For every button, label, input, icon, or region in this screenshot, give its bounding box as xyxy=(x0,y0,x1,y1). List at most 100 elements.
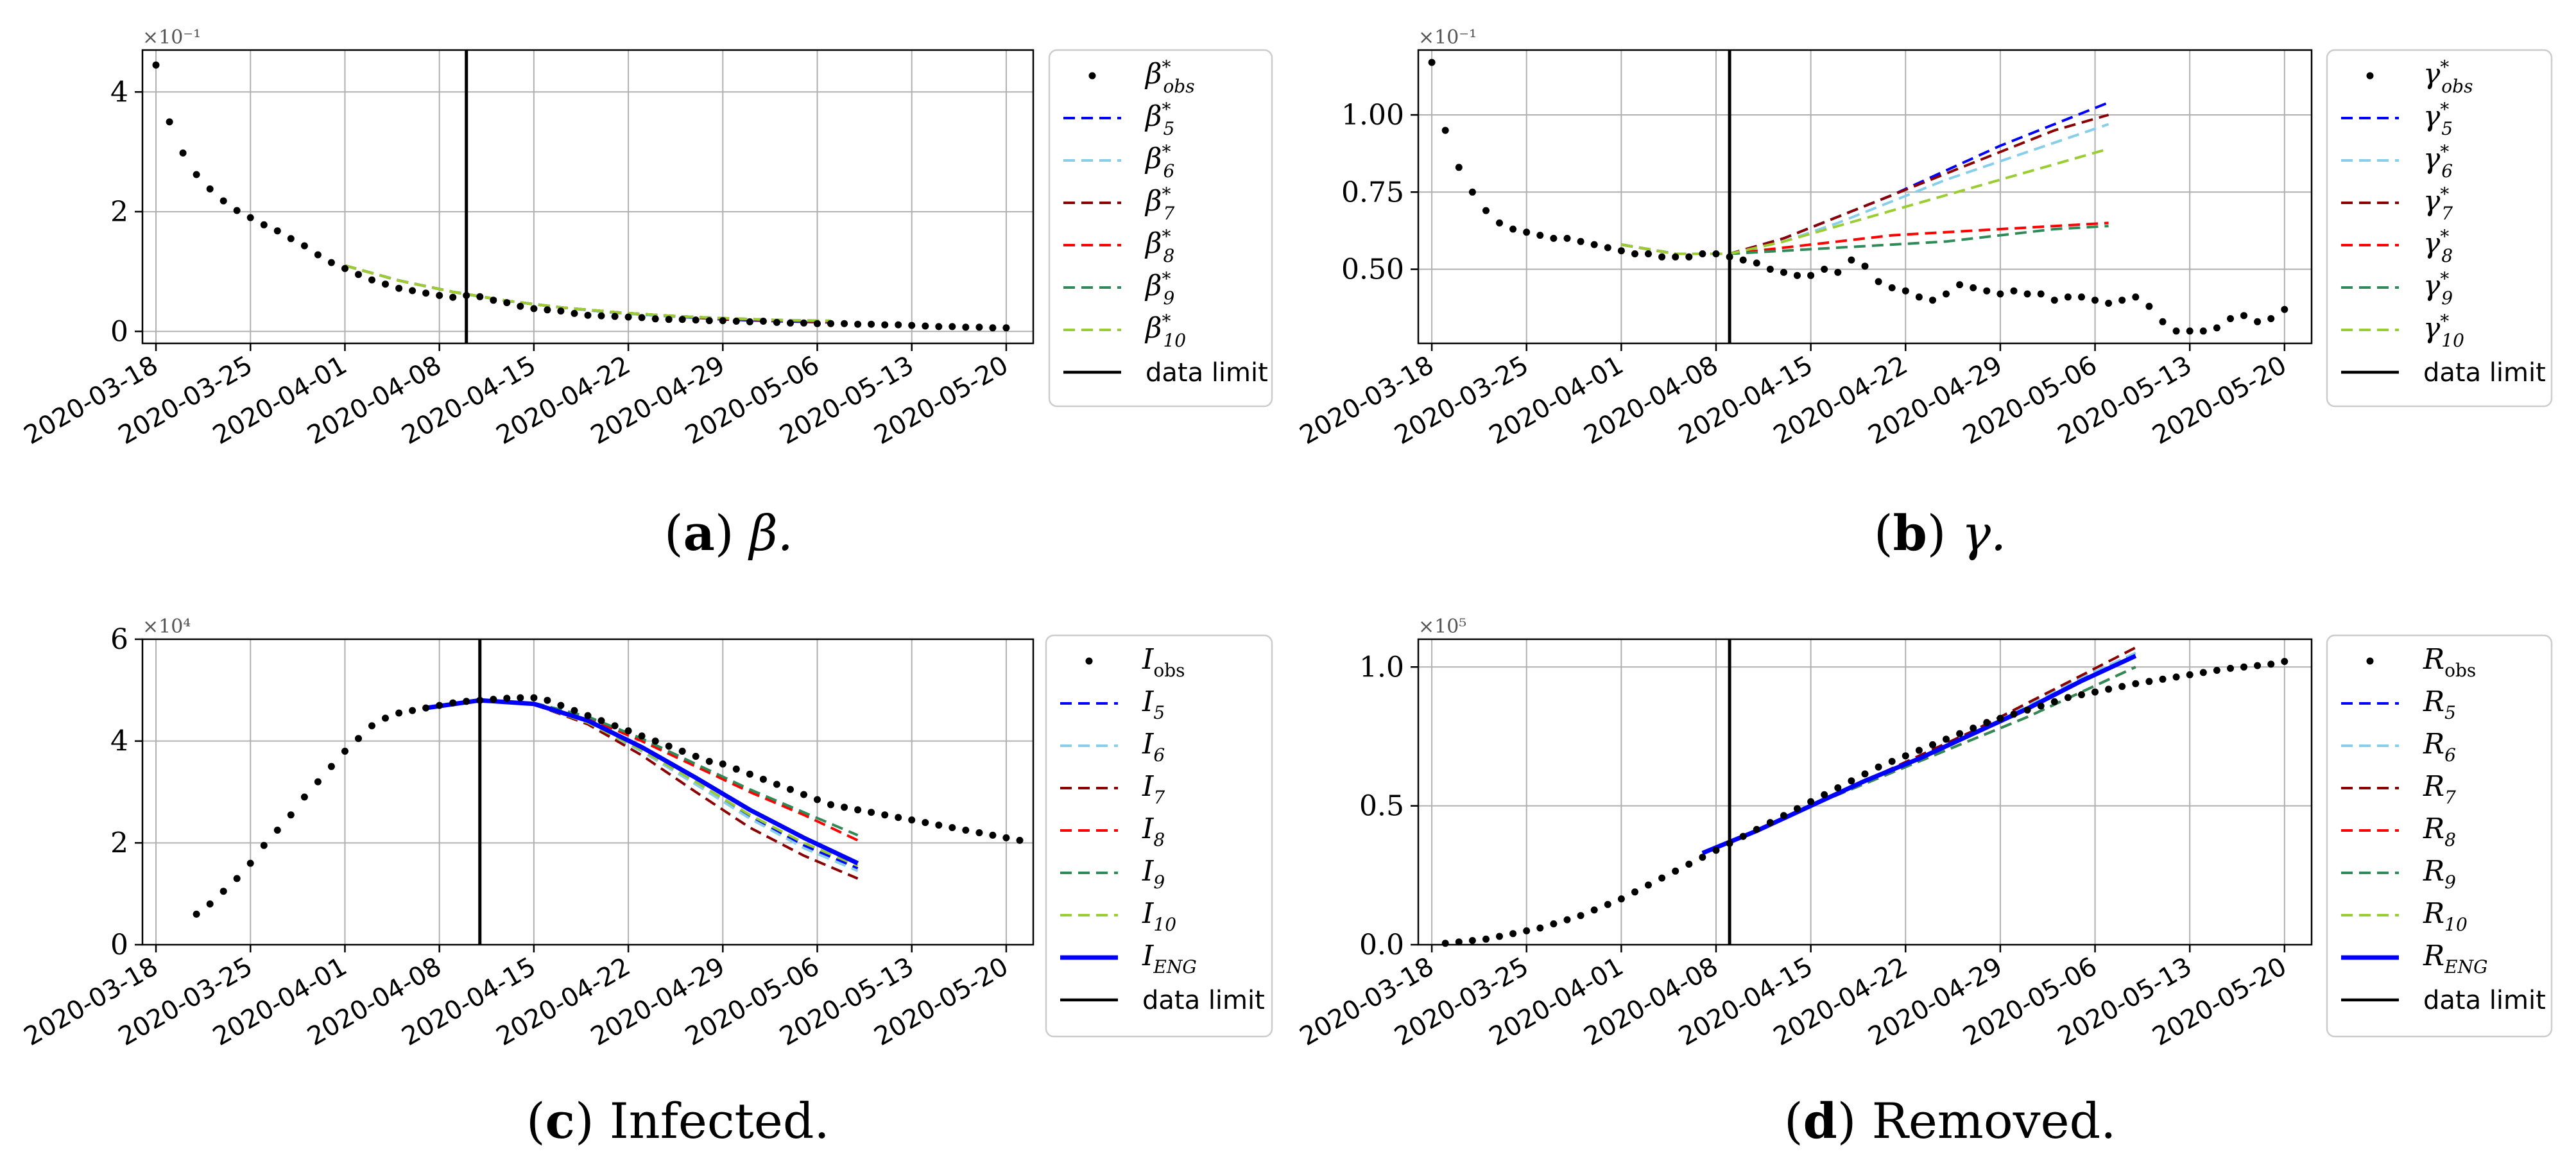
observed-point xyxy=(1604,244,1611,252)
observed-point xyxy=(2227,315,2234,322)
observed-point xyxy=(989,831,997,839)
observed-point xyxy=(989,324,997,332)
observed-point xyxy=(503,299,511,307)
observed-point xyxy=(1888,284,1896,291)
observed-point xyxy=(1861,262,1869,270)
observed-point xyxy=(908,816,916,824)
observed-point xyxy=(651,737,659,745)
observed-point xyxy=(678,316,686,323)
observed-point xyxy=(530,694,538,701)
observed-point xyxy=(1536,232,1544,239)
observed-point xyxy=(368,722,375,730)
observed-point xyxy=(2186,327,2194,335)
observed-point xyxy=(1455,164,1463,171)
observed-point xyxy=(1002,324,1010,332)
legend-label: R10 xyxy=(2423,897,2468,935)
observed-point xyxy=(759,775,767,783)
legend-marker-obs xyxy=(2366,657,2374,665)
legend-label: γ* 7 xyxy=(2423,184,2453,224)
observed-point xyxy=(490,696,497,703)
observed-point xyxy=(1645,250,1652,257)
observed-point xyxy=(1441,940,1449,947)
observed-point xyxy=(1996,714,2004,722)
observed-point xyxy=(773,780,780,788)
observed-point xyxy=(2050,297,2058,304)
observed-point xyxy=(193,171,200,178)
observed-point xyxy=(841,804,848,811)
observed-point xyxy=(2186,671,2194,678)
legend-label: β* 10 xyxy=(1144,311,1186,351)
observed-point xyxy=(1536,924,1544,932)
observed-point xyxy=(732,765,740,773)
observed-point xyxy=(841,320,848,327)
observed-point xyxy=(1617,247,1625,255)
caption-c: (c) Infected. xyxy=(526,1092,830,1149)
series-line-m9 xyxy=(425,699,859,837)
series-line-m9 xyxy=(1621,225,2109,255)
observed-point xyxy=(2010,287,2018,295)
legend-label: γ* 6 xyxy=(2423,141,2453,182)
y-tick-label: 0.50 xyxy=(1341,254,1404,286)
plot-frame xyxy=(141,638,1035,946)
observed-point xyxy=(1794,805,1801,813)
observed-point xyxy=(949,824,956,831)
series-line-m10 xyxy=(1621,147,2109,255)
observed-point xyxy=(2145,678,2153,685)
observed-point xyxy=(544,306,551,314)
caption-b: (b) γ. xyxy=(1874,504,2007,562)
observed-point xyxy=(705,757,713,765)
observed-point xyxy=(2199,669,2207,676)
observed-point xyxy=(1672,253,1679,261)
observed-point xyxy=(868,320,875,328)
legend-label: RENG xyxy=(2423,940,2487,977)
legend-marker-obs xyxy=(1088,72,1096,80)
observed-point xyxy=(746,318,753,325)
observed-point xyxy=(2172,327,2180,335)
observed-point xyxy=(881,321,889,329)
observed-point xyxy=(355,271,362,279)
observed-point xyxy=(935,821,943,829)
legend-label: β* 5 xyxy=(1144,99,1174,139)
legend-label: R7 xyxy=(2423,770,2456,808)
observed-point xyxy=(584,712,592,719)
chart-removed: 0.00.51.02020-03-182020-03-252020-04-012… xyxy=(1295,615,2553,1052)
observed-point xyxy=(732,318,740,325)
y-tick-label: 0.5 xyxy=(1359,790,1404,823)
observed-point xyxy=(2254,662,2262,669)
observed-point xyxy=(1983,287,1991,295)
observed-point xyxy=(1441,126,1449,134)
legend-frame xyxy=(1045,634,1273,1038)
observed-point xyxy=(800,319,807,327)
observed-point xyxy=(1875,278,1882,286)
legend-label: R9 xyxy=(2423,855,2456,893)
series-line-m8 xyxy=(1621,221,2109,255)
y-tick-label: 0 xyxy=(110,315,128,348)
observed-point xyxy=(517,302,524,310)
observed-point xyxy=(1658,253,1666,261)
y-tick-label: 6 xyxy=(110,623,128,656)
observed-point xyxy=(611,313,619,320)
observed-point xyxy=(382,280,389,288)
observed-point xyxy=(1753,259,1760,267)
observed-point xyxy=(597,717,605,725)
legend-label: R6 xyxy=(2423,728,2456,766)
observed-point xyxy=(827,320,834,327)
observed-point xyxy=(638,732,646,740)
observed-point xyxy=(1509,225,1517,233)
legend: Robs R5 R6 R7 R8 R9 R10 RENG data limit xyxy=(2326,634,2553,1038)
series-line-m7 xyxy=(1621,114,2109,255)
observed-point xyxy=(1577,912,1584,920)
observed-point xyxy=(787,786,794,793)
observed-point xyxy=(1766,819,1774,827)
legend-label: data limit xyxy=(1142,986,1265,1015)
observed-point xyxy=(787,319,794,327)
observed-point xyxy=(2078,691,2085,698)
observed-point xyxy=(895,321,902,329)
observed-point xyxy=(1943,735,1950,743)
observed-point xyxy=(1821,266,1828,273)
legend-label: Robs xyxy=(2423,643,2476,681)
observed-point xyxy=(1712,250,1720,257)
observed-point xyxy=(705,317,713,325)
observed-point xyxy=(2037,290,2045,298)
